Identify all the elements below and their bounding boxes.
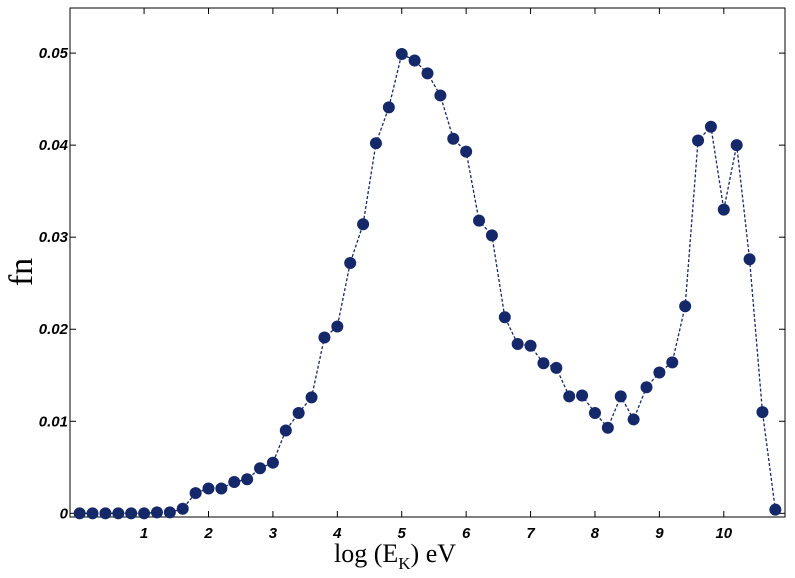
data-point [202,482,215,495]
data-point [254,462,267,475]
data-point [73,507,86,520]
data-point [537,357,550,370]
data-point [99,507,112,520]
data-point [576,389,589,402]
data-point [189,487,202,500]
data-line [79,53,776,514]
x-tick-label: 1 [140,525,148,542]
data-point [653,366,666,379]
data-point [485,229,498,242]
data-point [421,67,434,80]
data-point [717,203,730,216]
data-point [266,456,279,469]
y-axis-label: fn [3,258,40,286]
data-point [640,381,653,394]
data-point [176,502,189,515]
x-label-part: log (E [334,539,398,568]
data-point [86,507,99,520]
data-point [743,253,756,266]
data-point [125,507,138,520]
data-point [511,337,524,350]
y-tick-label: 0.02 [39,321,69,338]
data-point [138,507,151,520]
data-point [241,473,254,486]
data-point [498,311,511,324]
y-tick-label: 0.05 [39,45,69,62]
x-tick-label: 2 [203,525,213,542]
y-tick-label: 0 [60,505,69,522]
data-point [382,101,395,114]
x-label-subscript: K [398,554,411,573]
data-point [730,139,743,152]
x-label-part: ) eV [411,539,457,568]
x-axis-label: log (EK) eV [334,539,456,573]
data-point [395,48,408,61]
data-point [369,137,382,150]
data-point [292,406,305,419]
x-tick-label: 10 [715,525,732,542]
data-point [305,391,318,404]
data-point [112,507,125,520]
plot-frame [69,7,786,518]
data-point [215,482,228,495]
data-point [331,320,344,333]
data-point [692,134,705,147]
data-point [679,300,692,313]
data-point [357,218,370,231]
x-tick-label: 6 [462,525,471,542]
data-point [756,406,769,419]
x-tick-label: 4 [332,525,342,542]
data-point [150,506,163,519]
data-point [614,390,627,403]
y-tick-label: 0.04 [39,137,69,154]
data-point [524,339,537,352]
y-tick-label: 0.03 [39,229,69,246]
data-point [460,145,473,158]
data-point [550,361,563,374]
x-tick-label: 3 [269,525,278,542]
data-point [344,256,357,269]
x-tick-label: 8 [591,525,600,542]
data-point [588,406,601,419]
data-point [601,421,614,434]
data-point [563,390,576,403]
x-tick-label: 5 [398,525,407,542]
x-tick-label: 7 [526,525,535,542]
data-point [434,89,447,102]
data-point [627,413,640,426]
data-point [408,54,421,67]
data-point [318,331,331,344]
data-point [666,356,679,369]
data-point [704,120,717,133]
y-tick-label: 0.01 [39,413,68,430]
data-point [163,506,176,519]
x-tick-label: 9 [655,525,664,542]
data-point [228,476,241,489]
data-point [447,132,460,145]
data-point [279,424,292,437]
data-point [769,503,782,516]
data-point [473,214,486,227]
